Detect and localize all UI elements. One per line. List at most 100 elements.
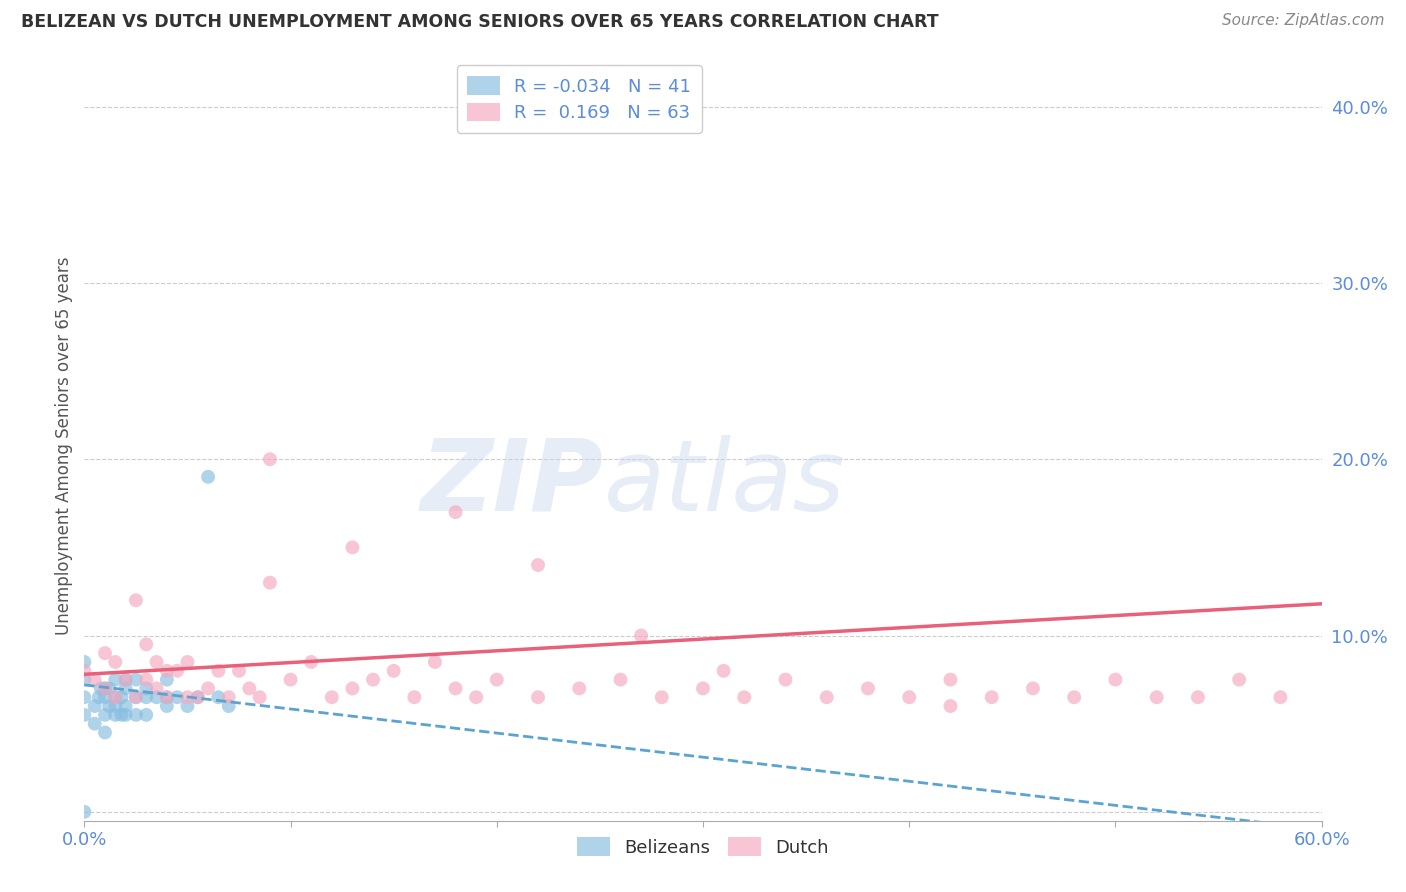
Point: [94, 681, 117, 696]
Point: [114, 699, 136, 714]
Point: [83, 673, 105, 687]
Point: [83, 716, 105, 731]
Point: [980, 690, 1002, 705]
Point: [207, 690, 229, 705]
Point: [1022, 681, 1045, 696]
Point: [609, 673, 631, 687]
Point: [1146, 690, 1168, 705]
Point: [176, 699, 198, 714]
Point: [145, 690, 167, 705]
Point: [156, 699, 179, 714]
Point: [73, 664, 96, 678]
Point: [125, 690, 148, 705]
Point: [207, 664, 229, 678]
Point: [166, 690, 188, 705]
Point: [145, 655, 167, 669]
Text: BELIZEAN VS DUTCH UNEMPLOYMENT AMONG SENIORS OVER 65 YEARS CORRELATION CHART: BELIZEAN VS DUTCH UNEMPLOYMENT AMONG SEN…: [21, 13, 939, 31]
Point: [382, 664, 405, 678]
Point: [83, 699, 105, 714]
Point: [135, 673, 157, 687]
Point: [321, 690, 343, 705]
Point: [104, 707, 127, 722]
Text: Source: ZipAtlas.com: Source: ZipAtlas.com: [1222, 13, 1385, 29]
Point: [156, 664, 179, 678]
Point: [73, 655, 96, 669]
Point: [104, 690, 127, 705]
Point: [299, 655, 322, 669]
Point: [187, 690, 209, 705]
Legend: Belizeans, Dutch: Belizeans, Dutch: [569, 830, 837, 864]
Point: [145, 681, 167, 696]
Point: [110, 690, 132, 705]
Point: [176, 690, 198, 705]
Point: [218, 699, 240, 714]
Point: [94, 646, 117, 660]
Point: [166, 664, 188, 678]
Point: [1187, 690, 1209, 705]
Point: [104, 673, 127, 687]
Point: [73, 707, 96, 722]
Point: [423, 655, 446, 669]
Text: ZIP: ZIP: [420, 435, 605, 532]
Point: [135, 690, 157, 705]
Point: [775, 673, 797, 687]
Point: [259, 575, 281, 590]
Point: [98, 699, 121, 714]
Point: [651, 690, 673, 705]
Point: [342, 681, 364, 696]
Point: [197, 470, 219, 484]
Point: [238, 681, 260, 696]
Point: [280, 673, 302, 687]
Point: [73, 805, 96, 819]
Point: [1104, 673, 1126, 687]
Point: [135, 681, 157, 696]
Point: [90, 681, 112, 696]
Point: [94, 707, 117, 722]
Point: [94, 690, 117, 705]
Point: [125, 673, 148, 687]
Point: [249, 690, 271, 705]
Point: [87, 690, 110, 705]
Point: [713, 664, 735, 678]
Y-axis label: Unemployment Among Seniors over 65 years: Unemployment Among Seniors over 65 years: [55, 257, 73, 635]
Point: [856, 681, 879, 696]
Point: [125, 690, 148, 705]
Point: [125, 707, 148, 722]
Point: [176, 655, 198, 669]
Point: [444, 505, 467, 519]
Point: [898, 690, 921, 705]
Point: [156, 690, 179, 705]
Point: [187, 690, 209, 705]
Point: [156, 673, 179, 687]
Point: [815, 690, 838, 705]
Point: [114, 681, 136, 696]
Text: atlas: atlas: [605, 435, 845, 532]
Point: [135, 707, 157, 722]
Point: [939, 673, 962, 687]
Point: [197, 681, 219, 696]
Point: [444, 681, 467, 696]
Point: [135, 637, 157, 651]
Point: [568, 681, 591, 696]
Point: [110, 707, 132, 722]
Point: [104, 655, 127, 669]
Point: [125, 593, 148, 607]
Point: [114, 707, 136, 722]
Point: [630, 628, 652, 642]
Point: [1270, 690, 1292, 705]
Point: [104, 690, 127, 705]
Point: [104, 699, 127, 714]
Point: [259, 452, 281, 467]
Point: [733, 690, 755, 705]
Point: [228, 664, 250, 678]
Point: [465, 690, 488, 705]
Point: [114, 673, 136, 687]
Point: [94, 681, 117, 696]
Point: [114, 673, 136, 687]
Point: [1227, 673, 1250, 687]
Point: [939, 699, 962, 714]
Point: [156, 690, 179, 705]
Point: [73, 673, 96, 687]
Point: [1063, 690, 1085, 705]
Point: [485, 673, 508, 687]
